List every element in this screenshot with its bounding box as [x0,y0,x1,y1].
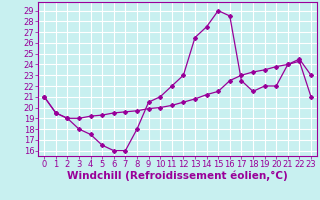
X-axis label: Windchill (Refroidissement éolien,°C): Windchill (Refroidissement éolien,°C) [67,171,288,181]
